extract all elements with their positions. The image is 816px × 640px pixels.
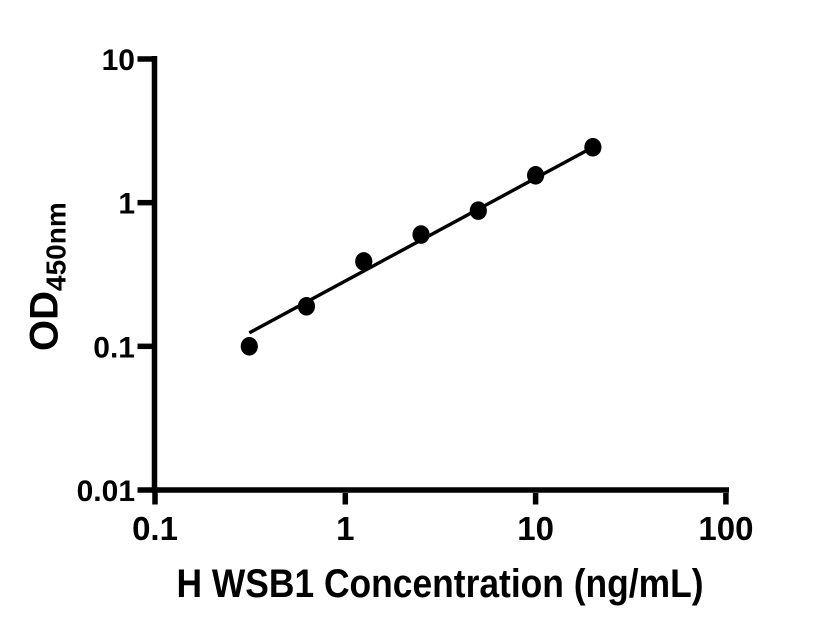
y-axis-title-subscript: 450nm <box>41 202 72 291</box>
data-point <box>412 225 430 244</box>
x-tick-label: 100 <box>698 510 753 547</box>
y-tick-label: 0.1 <box>93 331 135 364</box>
data-point <box>527 166 545 185</box>
tick-marks <box>137 56 729 505</box>
y-tick-label: 10 <box>102 44 135 77</box>
y-tick-label: 0.01 <box>77 475 135 508</box>
x-tick-label: 0.1 <box>132 510 178 547</box>
series-layer <box>240 137 602 356</box>
axes <box>151 56 729 493</box>
x-tick-label: 10 <box>517 510 554 547</box>
data-point <box>584 137 602 157</box>
y-axis-title: OD450nm <box>23 202 72 351</box>
x-axis-title: H WSB1 Concentration (ng/mL) <box>177 562 704 606</box>
y-axis-title-main: OD <box>23 291 67 351</box>
data-point <box>297 296 316 316</box>
data-point <box>240 337 258 356</box>
data-point <box>469 201 487 220</box>
x-tick-label: 1 <box>336 510 354 547</box>
data-point <box>355 252 373 271</box>
y-tick-label: 1 <box>118 188 135 221</box>
